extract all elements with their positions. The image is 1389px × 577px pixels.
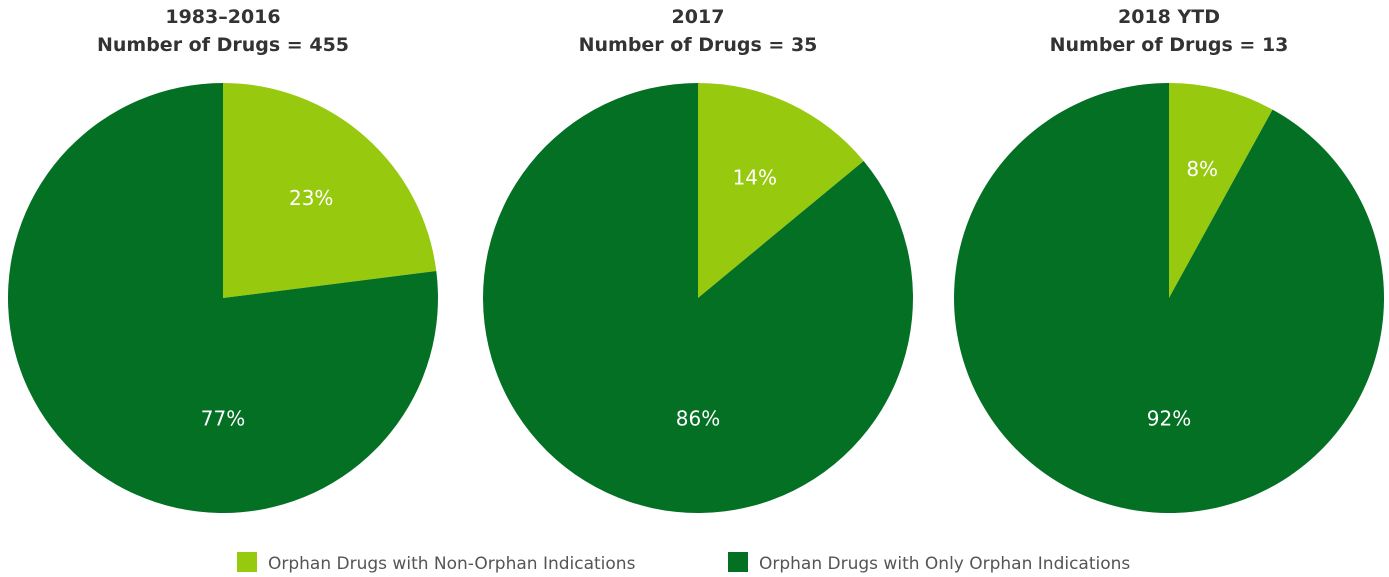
pie-slice-label-non-orphan: 14% (733, 165, 777, 189)
pie-slice-label-only-orphan: 86% (676, 406, 720, 430)
pie-title: 2018 YTD (1118, 6, 1220, 28)
pie-slice-label-non-orphan: 23% (289, 186, 333, 210)
pie-subtitle: Number of Drugs = 35 (579, 34, 818, 56)
pie-slice-label-only-orphan: 92% (1147, 406, 1191, 430)
legend-swatch-non-orphan (237, 552, 257, 572)
pie-chart-1: 1983–2016 Number of Drugs = 455 23% 77% (7, 6, 438, 513)
pie-title: 1983–2016 (165, 6, 280, 28)
pie-chart-3: 2018 YTD Number of Drugs = 13 8% 92% (954, 6, 1385, 514)
pie-slice-only-orphan (954, 83, 1385, 514)
pie-chart-2: 2017 Number of Drugs = 35 14% 86% (483, 6, 914, 514)
pie-slice-label-non-orphan: 8% (1186, 157, 1218, 181)
pie-subtitle: Number of Drugs = 455 (97, 34, 349, 56)
pie-slice-label-only-orphan: 77% (201, 406, 245, 430)
pie-title: 2017 (672, 6, 725, 28)
pie-subtitle: Number of Drugs = 13 (1050, 34, 1289, 56)
pie-slice-only-orphan (483, 83, 914, 514)
pies-layer: 1983–2016 Number of Drugs = 455 23% 77% 2017… (7, 6, 1385, 514)
legend-label-non-orphan: Orphan Drugs with Non-Orphan Indications (268, 554, 636, 574)
legend: Orphan Drugs with Non-Orphan Indications… (237, 552, 1130, 574)
pie-slice-non-orphan (698, 83, 864, 298)
legend-label-only-orphan: Orphan Drugs with Only Orphan Indication… (759, 554, 1130, 574)
legend-swatch-only-orphan (728, 552, 748, 572)
pie-slice-non-orphan (223, 83, 437, 298)
pie-slice-only-orphan (7, 82, 438, 513)
pie-slice-non-orphan (1169, 83, 1273, 298)
